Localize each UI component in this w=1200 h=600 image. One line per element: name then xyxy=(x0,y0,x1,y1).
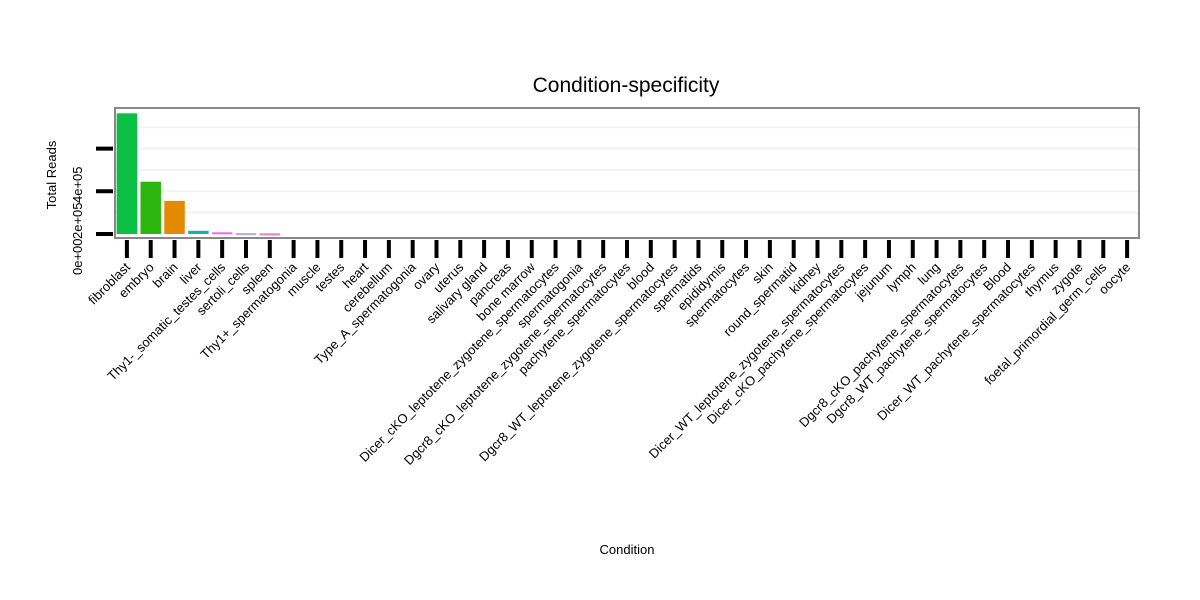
x-axis-title: Condition xyxy=(600,542,655,557)
bar-6 xyxy=(235,233,257,236)
bar-1 xyxy=(116,113,138,234)
x-axis: fibroblastembryobrainliverThy1-_somatic_… xyxy=(85,240,1133,468)
y-tick-label: 4e+05 xyxy=(70,166,85,203)
bars-layer xyxy=(116,113,281,236)
bar-5 xyxy=(211,232,233,235)
y-tick-label: 2e+05 xyxy=(70,202,85,239)
bar-7 xyxy=(259,233,281,236)
plot-frame xyxy=(114,107,1140,239)
bar-3 xyxy=(164,200,185,234)
grid-layer xyxy=(115,126,1139,214)
bar-2 xyxy=(140,181,161,234)
y-axis-title: Total Reads xyxy=(44,140,59,209)
y-tick-label: 0e+00 xyxy=(70,238,85,275)
bar-4 xyxy=(188,230,209,234)
chart-title: Condition-specificity xyxy=(533,74,720,97)
x-tick-label: brain xyxy=(150,260,181,291)
